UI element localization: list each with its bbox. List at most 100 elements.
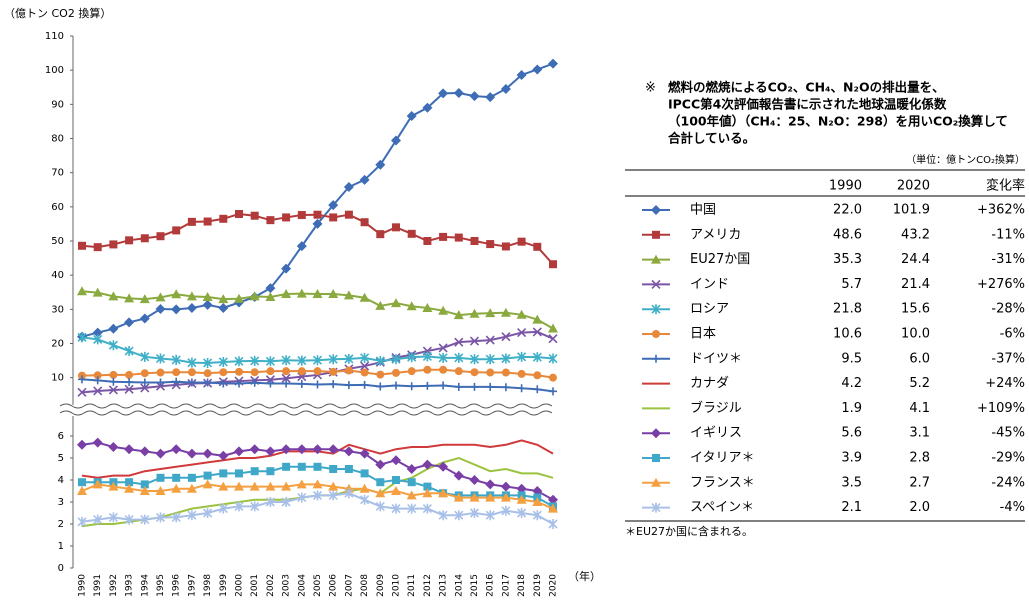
marker (470, 382, 479, 391)
marker (219, 214, 228, 223)
x-tick-label: 2013 (439, 574, 449, 597)
marker (329, 380, 338, 389)
marker (312, 288, 323, 298)
marker (186, 291, 197, 301)
marker (202, 292, 213, 302)
table-header: 2020 (897, 179, 930, 194)
x-tick-label: 2002 (266, 574, 276, 597)
x-tick-label: 2020 (549, 574, 559, 597)
marker (392, 476, 400, 484)
marker (360, 380, 369, 389)
marker (391, 455, 401, 466)
marker (532, 314, 543, 324)
table-cell: 21.8 (833, 302, 862, 317)
table-cell: 15.6 (901, 302, 930, 317)
marker (92, 287, 103, 297)
table-cell: 2.7 (909, 475, 930, 490)
marker (548, 519, 558, 529)
marker (407, 229, 416, 238)
marker (344, 366, 353, 375)
y-tick-label: 1 (58, 541, 64, 552)
marker (250, 355, 260, 366)
marker (485, 479, 496, 490)
marker (78, 478, 86, 487)
marker (501, 505, 511, 516)
y-tick-label: 0 (58, 563, 64, 574)
marker (265, 283, 276, 294)
marker (360, 469, 369, 478)
marker (266, 379, 275, 388)
y-tick-label: 60 (51, 202, 64, 213)
table-cell: 35.3 (833, 252, 862, 267)
marker (218, 450, 229, 461)
marker (376, 230, 385, 239)
marker (406, 301, 417, 311)
marker (78, 241, 86, 250)
marker (360, 494, 370, 505)
marker (359, 174, 370, 185)
marker (344, 210, 353, 219)
x-tick-label: 1992 (109, 574, 119, 597)
marker (313, 380, 322, 389)
marker (549, 387, 557, 396)
marker (439, 232, 448, 241)
marker (439, 365, 448, 374)
marker (516, 483, 527, 494)
legend-marker (652, 230, 660, 239)
marker (375, 159, 386, 170)
legend-label: カナダ (690, 376, 729, 391)
marker (124, 317, 135, 328)
marker (124, 514, 134, 525)
marker (218, 356, 228, 367)
marker (140, 514, 150, 525)
legend-marker (651, 279, 661, 289)
x-tick-label: 1996 (172, 574, 182, 597)
marker (453, 492, 464, 502)
x-tick-label: 2004 (297, 574, 307, 597)
marker (171, 444, 182, 455)
note-line: （100年値）（CH₄：25、N₂O：298）を用いCO₂換算して (668, 114, 1008, 129)
marker (249, 444, 260, 455)
x-tick-label: 2001 (250, 574, 260, 597)
marker (532, 486, 543, 496)
y-tick-label: 10 (51, 373, 64, 384)
x-tick-label: 2000 (235, 574, 245, 597)
marker (250, 501, 260, 512)
marker (376, 382, 385, 391)
marker (532, 497, 543, 506)
marker (517, 351, 527, 362)
y-tick-label: 30 (51, 304, 64, 315)
marker (439, 381, 448, 390)
marker (93, 371, 102, 380)
marker (375, 300, 386, 310)
marker (485, 92, 496, 103)
legend-label: アメリカ (690, 227, 741, 242)
marker (516, 494, 527, 504)
table-cell: 43.2 (901, 227, 930, 242)
table-cell: +109% (977, 401, 1025, 416)
x-tick-label: 2011 (407, 574, 417, 597)
marker (376, 370, 385, 379)
marker (516, 309, 527, 319)
note-line: IPCC第4次評価報告書に示された地球温暖化係数 (668, 97, 947, 112)
marker (438, 461, 449, 472)
x-tick-label: 2005 (313, 574, 323, 597)
marker (422, 459, 433, 470)
marker (328, 354, 338, 365)
marker (454, 352, 464, 363)
marker (281, 481, 292, 491)
y-tick-label: 110 (45, 31, 64, 42)
marker (108, 340, 118, 351)
marker (296, 241, 307, 252)
table-cell: 24.4 (901, 252, 930, 267)
marker (235, 469, 243, 478)
marker (124, 293, 135, 303)
x-tick-label: 2009 (376, 574, 386, 597)
marker (532, 352, 542, 363)
marker (532, 64, 543, 75)
marker (93, 334, 103, 345)
marker (407, 503, 417, 514)
table-cell: 4.1 (909, 401, 930, 416)
marker (172, 377, 181, 386)
marker (328, 288, 339, 298)
